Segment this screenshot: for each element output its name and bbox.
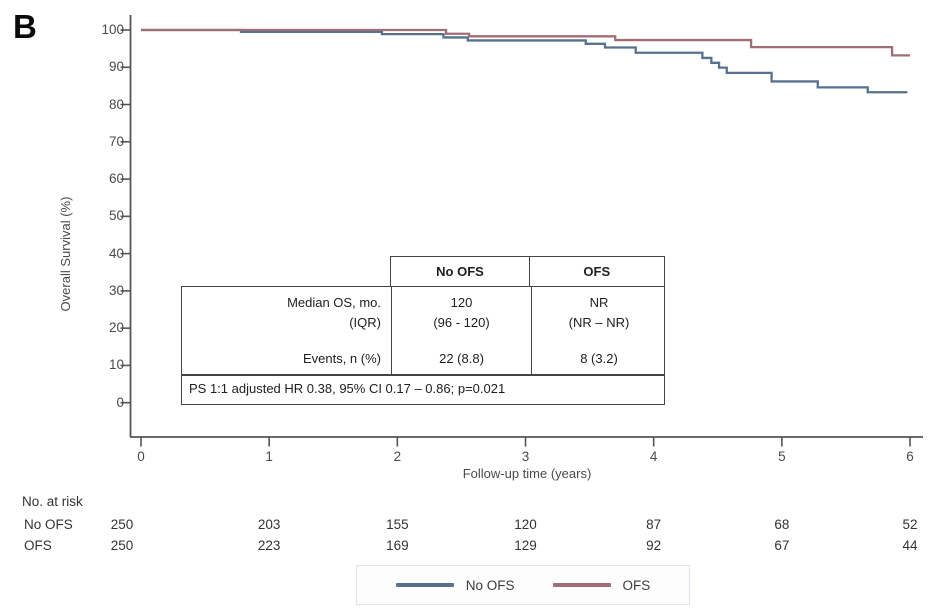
risk-count: 52 (902, 517, 918, 532)
inset-events-ofs-value: 8 (3.2) (531, 342, 666, 374)
legend: No OFS OFS (356, 565, 690, 605)
km-curve-ofs (141, 28, 911, 57)
legend-line-ofs (552, 583, 611, 587)
risk-row-label-ofs: OFS (24, 538, 52, 553)
inset-events-label: Events, n (%) (302, 350, 381, 366)
risk-count: 129 (514, 538, 537, 553)
x-tick-label: 4 (649, 449, 658, 464)
risk-count: 87 (646, 517, 662, 532)
km-curve-no-ofs (141, 28, 908, 94)
inset-median-label: Median OS, mo. (IQR) (287, 294, 381, 330)
x-tick-label: 3 (521, 449, 530, 464)
risk-count: 44 (902, 538, 918, 553)
inset-events-noofs-value: 22 (8.8) (391, 342, 531, 374)
y-tick-label: 50 (108, 208, 124, 224)
x-axis-title: Follow-up time (years) (462, 466, 592, 481)
risk-count: 250 (110, 538, 134, 553)
inset-header-noofs: No OFS (390, 256, 530, 287)
inset-stats-table: No OFS OFS Median OS, mo. (IQR) 120 (96 … (181, 256, 665, 405)
y-tick-label: 40 (108, 245, 124, 261)
panel-label: B (13, 8, 37, 45)
x-tick-label: 5 (778, 449, 786, 464)
x-tick-label: 6 (906, 449, 914, 464)
legend-line-noofs (395, 583, 454, 587)
inset-median-noofs-value: 120 (96 - 120) (391, 286, 531, 343)
y-tick-label: 80 (108, 96, 124, 112)
risk-count: 250 (110, 517, 134, 532)
y-tick-label: 100 (101, 22, 124, 37)
y-tick-label: 70 (108, 133, 124, 149)
risk-count: 169 (386, 538, 409, 553)
risk-count: 120 (514, 517, 537, 532)
y-tick-label: 30 (108, 282, 124, 298)
y-axis-title: Overall Survival (%) (58, 196, 73, 312)
risk-table-title: No. at risk (22, 494, 83, 509)
y-tick-label: 90 (108, 59, 124, 75)
risk-count: 223 (257, 538, 281, 553)
risk-count: 155 (386, 517, 409, 532)
y-tick-label: 10 (108, 357, 124, 373)
inset-median-ofs-value: NR (NR – NR) (531, 286, 666, 343)
x-tick-label: 1 (265, 449, 273, 464)
x-tick-label: 2 (393, 449, 402, 464)
legend-label-ofs: OFS (622, 577, 651, 593)
risk-count: 92 (646, 538, 662, 553)
risk-count: 67 (774, 538, 790, 553)
y-tick-label: 0 (116, 394, 124, 410)
legend-label-noofs: No OFS (465, 577, 515, 593)
inset-table-body: Median OS, mo. (IQR) 120 (96 - 120) NR (… (181, 285, 666, 376)
x-tick-label: 0 (137, 449, 145, 464)
inset-footer-hazard-ratio: PS 1:1 adjusted HR 0.38, 95% CI 0.17 – 0… (181, 374, 665, 405)
y-tick-label: 20 (108, 320, 124, 336)
risk-count: 203 (257, 517, 281, 532)
risk-row-label-noofs: No OFS (24, 517, 73, 532)
inset-header-ofs: OFS (528, 256, 665, 287)
y-tick-label: 60 (108, 171, 124, 187)
risk-count: 68 (774, 517, 790, 532)
